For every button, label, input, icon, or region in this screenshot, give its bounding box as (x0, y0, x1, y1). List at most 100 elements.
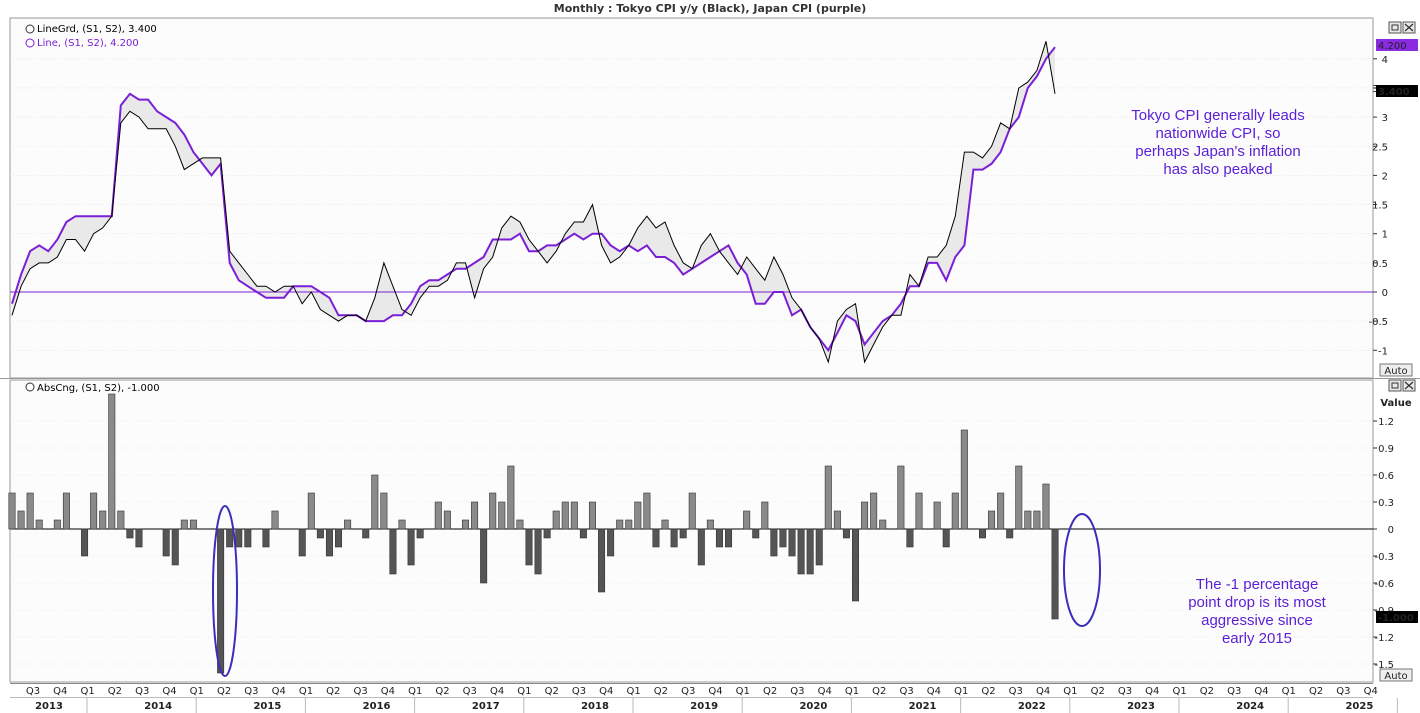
lower-legend: AbsCng, (S1, S2), -1.000 (25, 382, 160, 394)
bar (226, 528, 234, 548)
x-year-label: 2015 (253, 701, 281, 712)
y-tick-label: 0.3 (1378, 498, 1394, 509)
x-quarter-label: Q1 (954, 686, 968, 697)
x-quarter-label: Q2 (326, 686, 340, 697)
bar (688, 492, 696, 530)
bar (715, 528, 723, 548)
upper-legend: LineGrd, (S1, S2), 3.400 Line, (S1, S2),… (25, 24, 157, 49)
x-quarter-label: Q4 (53, 686, 67, 697)
black-last-label: 3.400 (1378, 87, 1410, 98)
x-quarter-label: Q3 (1227, 686, 1241, 697)
bar (108, 393, 116, 530)
lower-window-buttons (1388, 379, 1416, 392)
x-quarter-label: Q3 (244, 686, 258, 697)
x-quarter-label: Q3 (790, 686, 804, 697)
bar (135, 528, 143, 548)
highlight-ellipse-2015 (212, 505, 238, 677)
bar (588, 501, 596, 530)
legend-purple-icon (25, 38, 35, 48)
purple-last-label: 4.200 (1378, 41, 1407, 52)
series-line-japan-cpi (11, 46, 1056, 353)
close-icon (1404, 381, 1414, 390)
lower-panel: 1.20.90.60.30-0.3-0.6-0.9-1.2-1.5 (8, 379, 1394, 683)
bar (398, 519, 406, 530)
x-quarter-label: Q1 (408, 686, 422, 697)
bar (117, 510, 125, 530)
bar (725, 528, 733, 548)
bar (335, 528, 343, 548)
bar (543, 528, 551, 539)
legend-abscng-icon (25, 382, 35, 392)
y-tick-label: 3 (1382, 113, 1388, 124)
x-quarter-label: Q4 (490, 686, 504, 697)
bar (1015, 465, 1023, 530)
x-year-label: 2020 (799, 701, 827, 712)
y-tick-label: 1.2 (1378, 417, 1394, 428)
y-tick-label: -0.3 (1374, 552, 1394, 563)
bar (307, 492, 315, 530)
value-header: Value (1380, 398, 1411, 409)
bar (906, 528, 914, 548)
bar (534, 528, 542, 575)
bar (761, 501, 769, 530)
bar (988, 510, 996, 530)
x-quarter-label: Q4 (162, 686, 176, 697)
bar (17, 510, 25, 530)
y-tick-label: 4 (1382, 55, 1388, 66)
lower-restore-button[interactable] (1388, 379, 1402, 392)
x-quarter-label: Q2 (545, 686, 559, 697)
x-quarter-label: Q2 (872, 686, 886, 697)
bar (933, 501, 941, 530)
annotation-line: The -1 percentage (1196, 576, 1319, 593)
x-year-label: 2017 (472, 701, 500, 712)
x-quarter-label: Q3 (1118, 686, 1132, 697)
bar (62, 492, 70, 530)
bar (661, 519, 669, 530)
bar (525, 528, 533, 566)
upper-auto-button[interactable]: Auto (1379, 363, 1413, 377)
y-tick-label: 0.9 (1378, 444, 1394, 455)
x-quarter-label: Q1 (1282, 686, 1296, 697)
x-quarter-label: Q1 (517, 686, 531, 697)
bar (779, 528, 787, 548)
bar (498, 501, 506, 530)
bar (852, 528, 860, 602)
x-quarter-label: Q2 (654, 686, 668, 697)
bar (26, 492, 34, 530)
upper-restore-button[interactable] (1388, 21, 1402, 34)
bar (697, 528, 705, 566)
upper-panel: 43.532.521.510.50-0.5-1 (0, 17, 1420, 379)
bar (1033, 510, 1041, 530)
legend-purple-label: Line, (S1, S2), 4.200 (37, 38, 139, 49)
x-quarter-label: Q2 (763, 686, 777, 697)
x-quarter-label: Q2 (217, 686, 231, 697)
bar (443, 510, 451, 530)
bar (833, 510, 841, 530)
bar (561, 501, 569, 530)
bar (180, 519, 188, 530)
x-axis: Q3 Q4 Q1 Q2 Q3 Q4 Q1 Q2 Q3 Q4 Q1 Q2 Q3 Q4 Q1 Q2 Q3 Q4 Q1 Q2… (0, 683, 1420, 713)
bar (752, 528, 760, 539)
x-quarter-label: Q1 (299, 686, 313, 697)
bar (1051, 528, 1059, 620)
x-quarter-label: Q1 (190, 686, 204, 697)
bar (461, 519, 469, 530)
x-quarter-label: Q3 (1336, 686, 1350, 697)
bar (90, 492, 98, 530)
bar (670, 528, 678, 548)
x-quarter-label: Q4 (818, 686, 832, 697)
lower-auto-button[interactable]: Auto (1379, 668, 1413, 682)
bar (371, 474, 379, 530)
annotation-line: aggressive since (1201, 612, 1313, 629)
legend-abscng-label: AbsCng, (S1, S2), -1.000 (37, 383, 160, 394)
y-tick-label: -0.5 (1368, 317, 1388, 328)
bar (616, 519, 624, 530)
x-quarter-label: Q3 (1009, 686, 1023, 697)
bar (489, 492, 497, 530)
restore-icon (1391, 382, 1399, 389)
x-quarter-label: Q2 (108, 686, 122, 697)
bar (652, 528, 660, 548)
y-tick-label: 1.5 (1372, 201, 1388, 212)
legend-black-label: LineGrd, (S1, S2), 3.400 (37, 24, 157, 35)
bar (434, 501, 442, 530)
